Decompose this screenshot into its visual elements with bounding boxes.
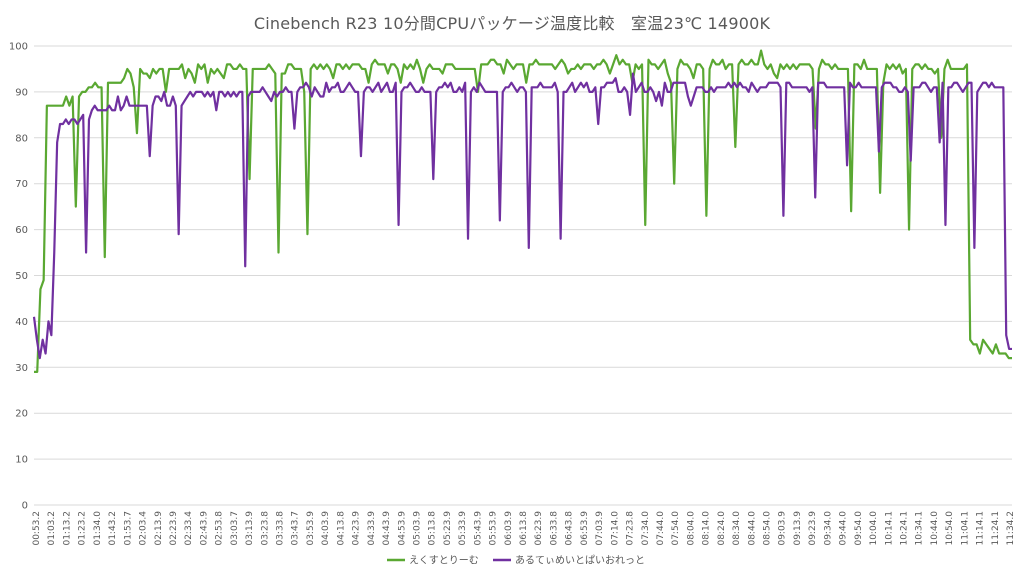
x-tick-label: 05:03.9	[412, 511, 422, 546]
y-tick-label: 10	[15, 455, 28, 466]
x-tick-label: 01:34.0	[93, 511, 103, 546]
x-tick-label: 08:04.0	[686, 511, 696, 546]
x-tick-label: 02:43.9	[199, 511, 209, 546]
x-tick-label: 09:34.0	[823, 511, 833, 546]
y-tick-label: 90	[15, 87, 28, 98]
x-tick-label: 05:13.8	[428, 511, 438, 546]
x-tick-label: 04:23.9	[352, 511, 362, 546]
x-tick-label: 09:13.9	[793, 511, 803, 546]
x-tick-label: 10:44.0	[930, 511, 940, 546]
x-tick-label: 01:03.2	[47, 511, 57, 546]
x-tick-label: 10:14.1	[884, 511, 894, 546]
x-tick-label: 05:23.9	[443, 511, 453, 546]
x-tick-label: 11:14.1	[976, 511, 986, 546]
x-tick-label: 01:53.7	[123, 511, 133, 546]
y-tick-label: 80	[15, 133, 28, 144]
x-tick-label: 10:34.1	[915, 511, 925, 546]
x-tick-label: 07:03.9	[595, 511, 605, 546]
x-tick-label: 09:23.9	[808, 511, 818, 546]
x-tick-label: 05:33.9	[458, 511, 468, 546]
x-tick-label: 09:54.0	[854, 511, 864, 546]
x-tick-label: 04:43.9	[382, 511, 392, 546]
x-tick-label: 07:23.8	[626, 511, 636, 546]
y-tick-label: 50	[15, 271, 28, 282]
x-tick-label: 03:23.8	[260, 511, 270, 546]
x-tick-label: 01:13.2	[62, 511, 72, 546]
x-tick-label: 04:53.9	[397, 511, 407, 546]
x-tick-label: 07:44.0	[656, 511, 666, 546]
x-tick-label: 06:43.8	[565, 511, 575, 546]
x-tick-label: 10:54.0	[945, 511, 955, 546]
x-tick-label: 02:53.8	[215, 511, 225, 546]
x-tick-label: 03:53.9	[306, 511, 316, 546]
x-tick-label: 11:34.2	[1006, 511, 1016, 546]
legend-label-1: えくすとりーむ	[409, 555, 479, 567]
x-tick-label: 07:14.0	[610, 511, 620, 546]
x-tick-label: 04:03.9	[321, 511, 331, 546]
x-tick-label: 03:43.7	[291, 511, 301, 546]
y-tick-label: 70	[15, 179, 28, 190]
series-line-1	[34, 49, 1012, 373]
x-tick-label: 02:33.4	[184, 511, 194, 546]
x-tick-label: 08:34.0	[732, 511, 742, 546]
x-tick-label: 03:33.8	[276, 511, 286, 546]
x-tick-label: 03:13.9	[245, 511, 255, 546]
x-tick-label: 07:34.0	[641, 511, 651, 546]
x-tick-label: 08:54.0	[763, 511, 773, 546]
x-tick-label: 10:04.0	[869, 511, 879, 546]
y-tick-label: 30	[15, 363, 28, 374]
x-tick-label: 04:13.8	[336, 511, 346, 546]
x-tick-label: 02:03.4	[139, 511, 149, 546]
chart-title: Cinebench R23 10分間CPUパッケージ温度比較 室温23℃ 149…	[253, 14, 771, 33]
x-tick-label: 03:03.7	[230, 511, 240, 546]
x-tick-label: 06:03.9	[504, 511, 514, 546]
x-tick-label: 02:13.9	[154, 511, 164, 546]
x-tick-label: 00:53.2	[32, 511, 42, 546]
x-tick-label: 11:04.1	[960, 511, 970, 546]
x-tick-label: 05:43.9	[473, 511, 483, 546]
x-tick-label: 11:24.1	[991, 511, 1001, 546]
x-tick-label: 09:03.9	[778, 511, 788, 546]
x-tick-label: 04:33.9	[367, 511, 377, 546]
series-line-2	[32, 72, 1012, 360]
y-tick-label: 60	[15, 225, 28, 236]
x-tick-label: 08:24.0	[717, 511, 727, 546]
x-tick-label: 01:23.2	[78, 511, 88, 546]
y-tick-label: 100	[9, 42, 28, 53]
x-tick-label: 08:44.0	[747, 511, 757, 546]
x-tick-label: 05:53.9	[489, 511, 499, 546]
x-tick-label: 09:44.0	[839, 511, 849, 546]
x-tick-label: 06:13.8	[519, 511, 529, 546]
x-tick-label: 06:33.8	[549, 511, 559, 546]
x-tick-label: 01:43.2	[108, 511, 118, 546]
legend-label-2: あるてぃめいとぱいおれっと	[515, 555, 645, 567]
x-tick-label: 02:23.9	[169, 511, 179, 546]
x-tick-label: 07:54.0	[671, 511, 681, 546]
y-tick-label: 20	[15, 409, 28, 420]
y-tick-label: 40	[15, 317, 28, 328]
x-tick-label: 06:53.9	[580, 511, 590, 546]
x-tick-label: 10:24.1	[899, 511, 909, 546]
y-tick-label: 0	[22, 501, 28, 512]
x-tick-label: 06:23.9	[534, 511, 544, 546]
x-tick-label: 08:14.0	[702, 511, 712, 546]
